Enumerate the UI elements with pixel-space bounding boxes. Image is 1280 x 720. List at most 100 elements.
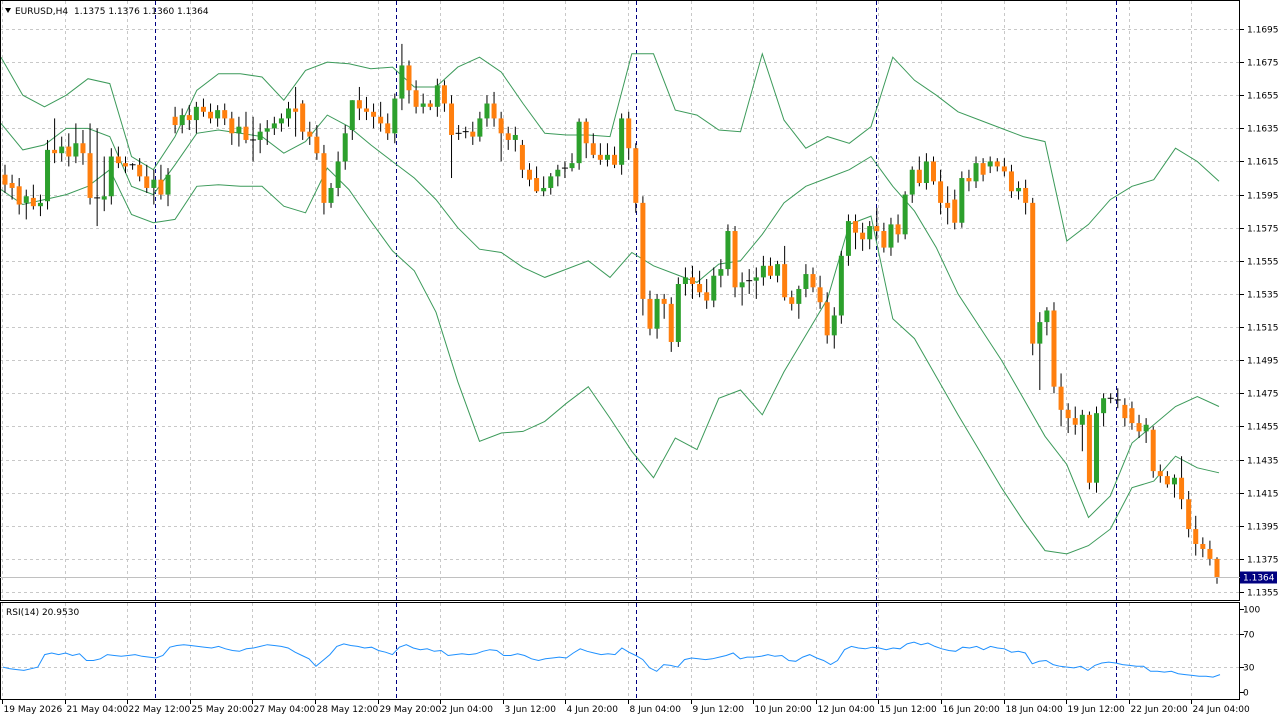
candle — [1044, 307, 1050, 336]
candle-body — [300, 103, 306, 132]
candle-body — [271, 123, 277, 129]
candle-body — [151, 179, 157, 188]
last-price-box — [1240, 571, 1277, 584]
candle — [371, 103, 377, 129]
candle — [498, 111, 504, 162]
candle-body — [753, 277, 759, 281]
candle — [52, 118, 58, 164]
candle — [796, 285, 802, 319]
candle-body — [349, 100, 355, 131]
candle-body — [363, 108, 369, 112]
candle-body — [1037, 322, 1043, 344]
candle — [406, 60, 412, 104]
candle — [626, 111, 632, 160]
candle-body — [959, 178, 965, 223]
candle-body — [186, 115, 192, 121]
candle-body — [1157, 471, 1163, 477]
candle-body — [243, 126, 249, 140]
candle — [612, 146, 618, 169]
candle — [732, 226, 738, 298]
candle-body — [172, 116, 178, 126]
candle — [1186, 490, 1192, 538]
candle — [959, 171, 965, 228]
candle-body — [477, 118, 483, 137]
rsi-tick-label: 30 — [1243, 664, 1255, 674]
candle-body — [498, 118, 504, 134]
candle — [165, 168, 171, 207]
candle — [803, 264, 809, 298]
candle — [654, 293, 660, 339]
candle — [200, 98, 206, 117]
rsi-grid — [0, 634, 1240, 668]
candle — [1086, 411, 1092, 490]
price-tick-label: 1.1375 — [1247, 556, 1279, 566]
candle — [1200, 537, 1206, 558]
candle-body — [576, 121, 582, 164]
candle — [144, 164, 150, 193]
candle — [215, 105, 221, 127]
candle-body — [1129, 408, 1135, 424]
candle-body — [1186, 499, 1192, 530]
candle-body — [23, 196, 29, 203]
candle-body — [973, 163, 979, 182]
candle-body — [179, 115, 185, 126]
price-grid — [0, 1, 1240, 699]
candle-body — [222, 110, 228, 119]
candle — [9, 174, 15, 200]
candle-body — [1164, 476, 1170, 485]
candle-body — [264, 128, 270, 132]
bollinger-upper-line — [0, 52, 1220, 242]
price-tick-label: 1.1415 — [1247, 490, 1279, 500]
price-tick-label: 1.1635 — [1247, 125, 1279, 135]
candle — [512, 126, 518, 152]
candle-body — [668, 303, 674, 342]
candle — [938, 169, 944, 215]
candle — [668, 297, 674, 352]
candle-body — [321, 153, 327, 203]
candle-body — [682, 277, 688, 285]
time-tick-label: 28 May 12:00 — [317, 705, 379, 715]
candle-body — [895, 224, 901, 235]
candle — [300, 100, 306, 140]
candle — [378, 101, 384, 132]
triangle-down-icon[interactable] — [5, 8, 11, 13]
candle-body — [987, 161, 993, 167]
candle — [831, 307, 837, 349]
candle-body — [534, 178, 540, 192]
candle — [640, 196, 646, 316]
candle — [994, 158, 1000, 172]
last-price-marker: 1.1364 — [0, 571, 1277, 584]
candle — [590, 133, 596, 159]
time-tick-label: 27 May 04:00 — [254, 705, 316, 715]
candle-body — [902, 194, 908, 235]
candle-body — [760, 265, 766, 278]
candle — [952, 189, 958, 230]
candle — [30, 184, 36, 210]
candle — [94, 128, 101, 227]
candle — [1171, 474, 1177, 498]
candle-body — [647, 298, 653, 329]
candle — [236, 116, 242, 147]
candle — [1214, 557, 1220, 584]
candle — [229, 111, 235, 145]
candle-body — [597, 154, 603, 160]
time-tick-label: 16 Jun 20:00 — [943, 705, 1000, 715]
candle-body — [200, 106, 206, 112]
candle-body — [165, 174, 171, 195]
candle — [477, 111, 483, 142]
candle-body — [526, 169, 532, 180]
price-tick-label: 1.1495 — [1247, 357, 1279, 367]
candle-body — [356, 100, 362, 109]
candle-body — [484, 103, 490, 119]
candle-body — [73, 143, 79, 157]
candle — [356, 86, 362, 121]
candle-body — [52, 149, 58, 154]
candle-body — [583, 121, 589, 144]
candle — [172, 106, 178, 134]
time-tick-label: 4 Jun 20:00 — [567, 705, 619, 715]
candle — [1058, 373, 1064, 427]
candle — [1143, 418, 1149, 443]
candle-body — [215, 110, 221, 119]
